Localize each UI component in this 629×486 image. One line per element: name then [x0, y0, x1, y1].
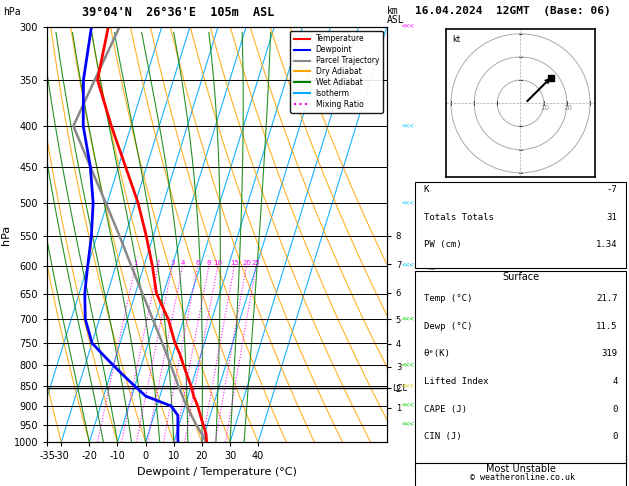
Text: 21.7: 21.7 — [596, 295, 618, 303]
Text: <<<: <<< — [401, 421, 414, 428]
Text: Surface: Surface — [502, 272, 539, 282]
Text: LCL: LCL — [392, 383, 408, 393]
Text: 16.04.2024  12GMT  (Base: 06): 16.04.2024 12GMT (Base: 06) — [415, 6, 611, 16]
Text: 31: 31 — [607, 213, 618, 222]
FancyBboxPatch shape — [415, 182, 626, 268]
Text: CAPE (J): CAPE (J) — [423, 405, 467, 414]
Text: 4: 4 — [612, 377, 618, 386]
Text: 8: 8 — [207, 260, 211, 266]
Text: -7: -7 — [607, 185, 618, 194]
Text: 6: 6 — [196, 260, 200, 266]
Text: Temp (°C): Temp (°C) — [423, 295, 472, 303]
Text: 39°04'N  26°36'E  105m  ASL: 39°04'N 26°36'E 105m ASL — [82, 6, 274, 19]
Text: 20: 20 — [564, 105, 572, 111]
Text: ASL: ASL — [387, 15, 404, 25]
Text: CIN (J): CIN (J) — [423, 432, 461, 441]
Text: 25: 25 — [252, 260, 260, 266]
Y-axis label: hPa: hPa — [1, 225, 11, 244]
Text: 0: 0 — [612, 405, 618, 414]
Text: km: km — [387, 6, 399, 16]
FancyBboxPatch shape — [415, 271, 626, 467]
Text: <<<: <<< — [401, 263, 414, 269]
Text: <<<: <<< — [401, 200, 414, 206]
Text: θᵉ(K): θᵉ(K) — [423, 349, 450, 359]
Text: hPa: hPa — [3, 7, 21, 17]
Text: 319: 319 — [601, 349, 618, 359]
Text: <<<: <<< — [401, 383, 414, 389]
Text: <<<: <<< — [401, 24, 414, 30]
Text: 4: 4 — [181, 260, 185, 266]
Text: Totals Totals: Totals Totals — [423, 213, 493, 222]
Text: 2: 2 — [156, 260, 160, 266]
X-axis label: Dewpoint / Temperature (°C): Dewpoint / Temperature (°C) — [137, 467, 297, 477]
Legend: Temperature, Dewpoint, Parcel Trajectory, Dry Adiabat, Wet Adiabat, Isotherm, Mi: Temperature, Dewpoint, Parcel Trajectory… — [291, 31, 383, 113]
Text: kt: kt — [452, 35, 460, 44]
Text: 10: 10 — [540, 105, 549, 111]
Text: 10: 10 — [213, 260, 222, 266]
Text: Most Unstable: Most Unstable — [486, 464, 555, 474]
Y-axis label: Mixing Ratio (g/kg): Mixing Ratio (g/kg) — [429, 191, 438, 278]
Text: <<<: <<< — [401, 362, 414, 368]
Text: 3: 3 — [170, 260, 174, 266]
Text: 0: 0 — [612, 432, 618, 441]
Text: PW (cm): PW (cm) — [423, 241, 461, 249]
FancyBboxPatch shape — [415, 463, 626, 486]
Text: 1.34: 1.34 — [596, 241, 618, 249]
Text: 20: 20 — [242, 260, 251, 266]
Text: 1: 1 — [133, 260, 138, 266]
Text: Lifted Index: Lifted Index — [423, 377, 488, 386]
Text: 15: 15 — [230, 260, 239, 266]
Text: <<<: <<< — [401, 403, 414, 409]
Text: <<<: <<< — [401, 316, 414, 322]
Text: <<<: <<< — [401, 123, 414, 129]
Text: © weatheronline.co.uk: © weatheronline.co.uk — [470, 473, 574, 482]
Text: K: K — [423, 185, 429, 194]
Text: 11.5: 11.5 — [596, 322, 618, 331]
Text: Dewp (°C): Dewp (°C) — [423, 322, 472, 331]
